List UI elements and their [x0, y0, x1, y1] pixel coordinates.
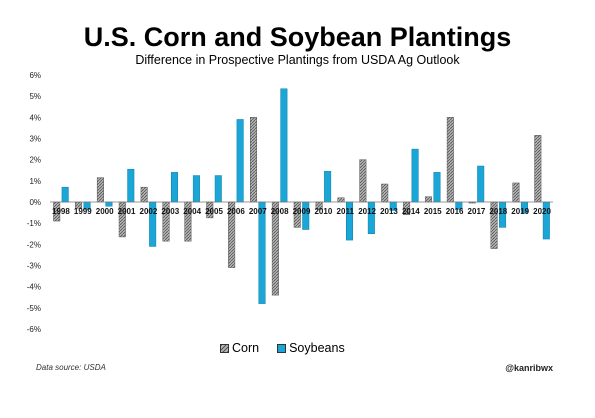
x-tick-label: 2002 [140, 207, 158, 216]
x-tick-label: 1998 [52, 207, 70, 216]
legend-swatch-corn [220, 343, 229, 353]
y-tick-label: 5% [29, 92, 41, 101]
y-axis-labels: -6% -5% -4% -3% -2% -1% 0% 1% 2% 3% 4% 5% 6% [27, 71, 41, 334]
y-tick-label: 4% [29, 113, 41, 122]
y-tick-label: 1% [29, 177, 41, 186]
soybean-bar [324, 171, 332, 203]
corn-bar [534, 135, 542, 203]
source-note: Data source: USDA [36, 363, 106, 372]
x-tick-label: 2008 [271, 207, 289, 216]
y-tick-label: -2% [27, 240, 41, 249]
y-tick-label: 6% [29, 71, 41, 80]
y-tick-label: 0% [29, 198, 41, 207]
x-tick-label: 2019 [511, 207, 529, 216]
corn-bar [359, 159, 367, 203]
x-tick-label: 2020 [533, 207, 551, 216]
legend-item-corn: Corn [220, 341, 259, 355]
x-tick-label: 2010 [314, 207, 332, 216]
y-tick-label: -4% [27, 283, 41, 292]
soybean-bar [127, 168, 135, 203]
x-tick-label: 2001 [118, 207, 136, 216]
soybean-bar [433, 172, 441, 203]
y-tick-label: -3% [27, 262, 41, 271]
corn-bar [140, 186, 148, 203]
bars-group [53, 88, 550, 304]
corn-bar [512, 182, 520, 203]
soybean-bar [192, 175, 200, 203]
x-tick-label: 2018 [489, 207, 507, 216]
x-tick-label: 2015 [424, 207, 442, 216]
soybean-bar [411, 148, 419, 203]
x-tick-label: 1999 [74, 207, 92, 216]
chart-title: U.S. Corn and Soybean Plantings [83, 22, 512, 52]
x-tick-label: 2012 [358, 207, 376, 216]
y-tick-label: 3% [29, 135, 41, 144]
legend-swatch-soybeans [277, 343, 287, 353]
x-tick-label: 2009 [293, 207, 311, 216]
soybean-bar [280, 88, 288, 203]
x-tick-label: 2005 [205, 207, 223, 216]
x-tick-label: 2017 [468, 207, 486, 216]
y-tick-label: -1% [27, 219, 41, 228]
soybean-bar [214, 175, 222, 203]
chart-subtitle: Difference in Prospective Plantings from… [135, 53, 460, 67]
x-tick-label: 2004 [183, 207, 201, 216]
soybean-bar [61, 186, 69, 203]
author-handle: @kanribwx [505, 363, 553, 373]
x-tick-label: 2013 [380, 207, 398, 216]
legend-item-soybeans: Soybeans [277, 341, 345, 355]
x-axis-labels: 1998 1999 2000 2001 2002 2003 2004 2005 2006 2007… [52, 207, 551, 216]
soybean-bar [477, 165, 485, 203]
corn-bar [337, 197, 345, 203]
legend: Corn Soybeans [220, 341, 363, 355]
x-tick-label: 2011 [337, 207, 355, 216]
corn-bar [381, 183, 389, 203]
x-tick-label: 2014 [402, 207, 420, 216]
corn-bar [424, 196, 432, 203]
legend-label-corn: Corn [232, 341, 260, 355]
y-tick-label: 2% [29, 156, 41, 165]
soybean-bar [258, 201, 266, 304]
x-tick-label: 2006 [227, 207, 245, 216]
y-tick-label: -5% [27, 304, 41, 313]
legend-label-soybeans: Soybeans [289, 341, 345, 355]
y-tick-label: -6% [27, 325, 41, 334]
x-tick-label: 2007 [249, 207, 267, 216]
soybean-bar [171, 172, 179, 203]
corn-bar [446, 117, 454, 203]
soybean-bar [236, 119, 244, 203]
soybean-bar [105, 201, 113, 207]
x-tick-label: 2003 [161, 207, 179, 216]
corn-bar [96, 177, 104, 203]
corn-bar [250, 117, 258, 203]
x-tick-label: 2016 [446, 207, 464, 216]
x-tick-label: 2000 [96, 207, 114, 216]
